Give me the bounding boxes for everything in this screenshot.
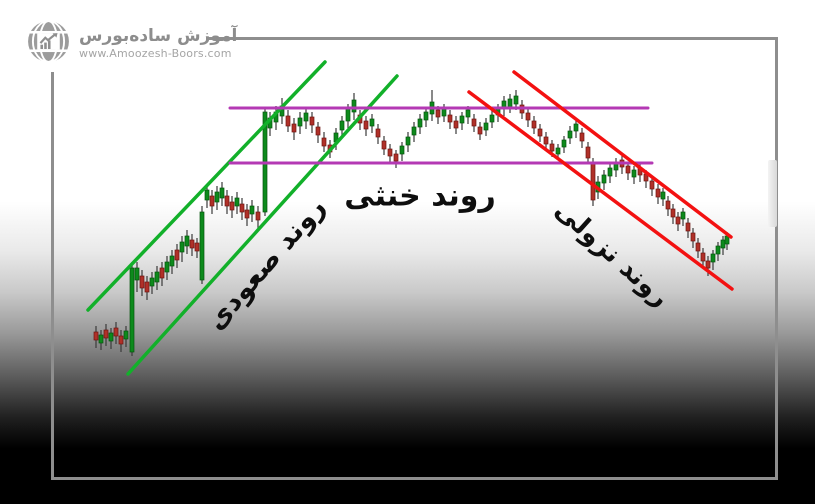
image-border-frame xyxy=(51,37,778,480)
downtrend-channel-upper xyxy=(512,70,733,239)
scrollbar-thumb[interactable] xyxy=(768,160,777,227)
downtrend-channel-lower xyxy=(467,90,734,291)
globe-chart-icon xyxy=(27,20,70,67)
uptrend-channel-lower xyxy=(126,74,399,376)
brand-text: آموزش ساده‌بورس www.Amoozesh-Boors.com xyxy=(79,25,238,61)
sideways-label: روند خنثی xyxy=(344,178,496,214)
brand-title: آموزش ساده‌بورس xyxy=(79,25,238,46)
brand-url: www.Amoozesh-Boors.com xyxy=(79,47,232,61)
uptrend-channel-upper xyxy=(86,60,327,312)
brand-logo: آموزش ساده‌بورس www.Amoozesh-Boors.com xyxy=(27,20,237,67)
